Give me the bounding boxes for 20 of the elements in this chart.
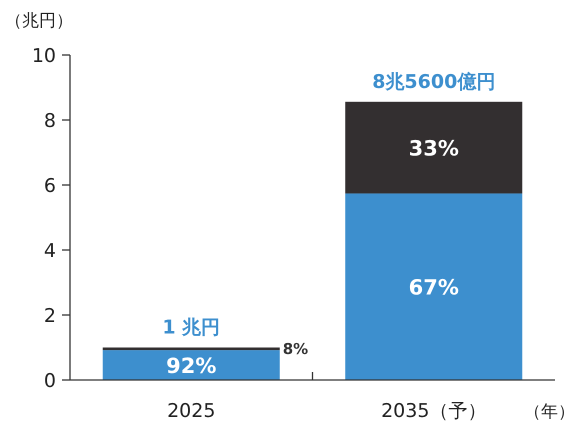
- annotation: 92%: [166, 354, 216, 378]
- y-tick-label: 10: [32, 45, 56, 67]
- y-tick-label: 6: [44, 175, 56, 197]
- x-tick-label: 2025: [167, 400, 216, 422]
- annotation: 67%: [408, 276, 459, 300]
- annotation: 8%: [282, 340, 308, 358]
- y-axis-title: （兆円）: [5, 11, 73, 31]
- y-tick-label: 2: [44, 305, 56, 327]
- y-tick-label: 8: [44, 110, 56, 132]
- bar: [345, 193, 522, 380]
- bar: [102, 348, 280, 350]
- bar: [345, 102, 522, 194]
- x-axis-title: （年）: [524, 402, 575, 422]
- bar: [102, 350, 280, 380]
- y-tick-label: 0: [44, 370, 56, 392]
- annotation: 33%: [408, 136, 459, 161]
- x-tick-label: 2035（予）: [381, 400, 486, 422]
- y-tick-label: 4: [44, 240, 56, 262]
- total-label: 1 兆円: [162, 316, 220, 338]
- total-label: 8兆5600億円: [372, 70, 496, 93]
